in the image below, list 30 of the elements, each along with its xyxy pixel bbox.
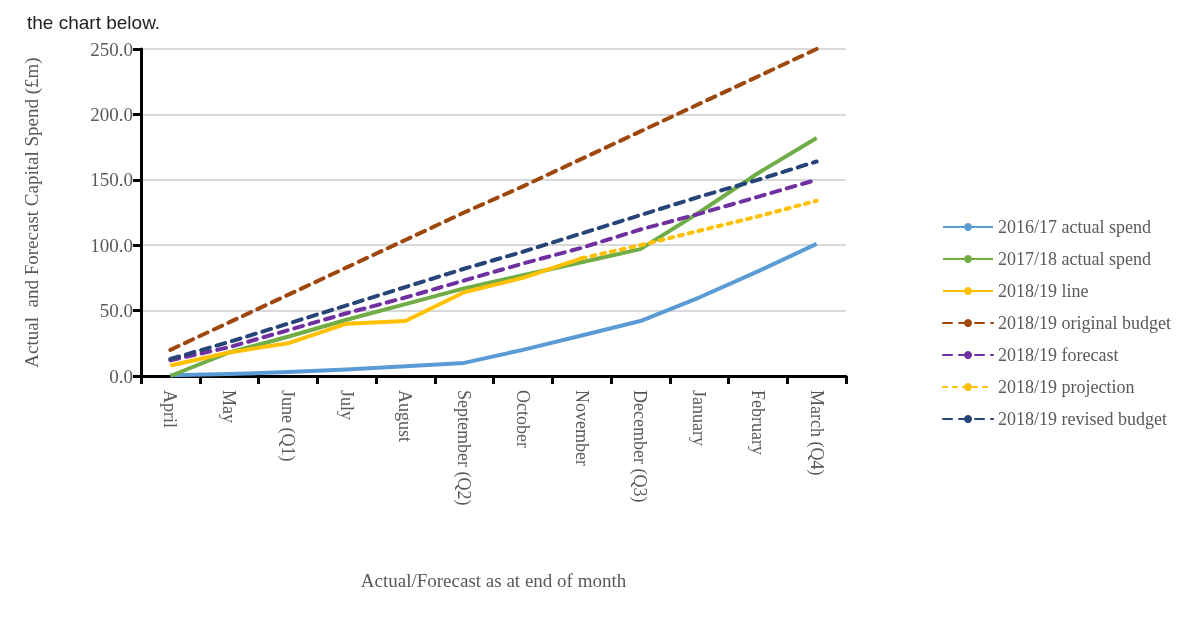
legend-label: 2018/19 projection bbox=[998, 377, 1135, 397]
line-series bbox=[168, 241, 819, 378]
y-tick-label: 100.0 bbox=[90, 234, 133, 256]
x-tick-label: November bbox=[571, 390, 592, 466]
y-tick-label: 250.0 bbox=[90, 38, 133, 60]
x-tick-label: August bbox=[395, 390, 416, 443]
x-tick-label: May bbox=[219, 390, 240, 423]
y-axis-title: Actual and Forecast Capital Spend (£m) bbox=[21, 57, 43, 368]
x-tick-label: January bbox=[689, 390, 710, 446]
x-tick-label: June (Q1) bbox=[276, 390, 298, 462]
legend-label: 2018/19 original budget bbox=[998, 313, 1172, 333]
y-tick-label: 200.0 bbox=[90, 103, 133, 125]
x-tick-label: March (Q4) bbox=[805, 390, 827, 476]
x-axis-title: Actual/Forecast as at end of month bbox=[360, 570, 627, 591]
legend-label: 2016/17 actual spend bbox=[998, 217, 1151, 237]
x-tick-label: December (Q3) bbox=[629, 390, 651, 503]
y-tick-label: 0.0 bbox=[109, 365, 133, 387]
x-tick-label: July bbox=[336, 390, 357, 421]
x-tick-label: October bbox=[512, 390, 533, 448]
x-tick-label: February bbox=[747, 390, 768, 455]
y-tick-label: 150.0 bbox=[90, 169, 133, 191]
legend-label: 2018/19 line bbox=[998, 281, 1089, 301]
legend-label: 2018/19 revised budget bbox=[998, 409, 1168, 429]
y-tick-label: 50.0 bbox=[99, 300, 133, 322]
text: the chart below. bbox=[27, 12, 161, 33]
x-tick-label: April bbox=[160, 390, 181, 428]
legend-label: 2018/19 forecast bbox=[998, 345, 1119, 365]
x-tick-label: September (Q2) bbox=[453, 390, 475, 506]
legend-label: 2017/18 actual spend bbox=[998, 249, 1151, 269]
line-series bbox=[168, 47, 819, 352]
